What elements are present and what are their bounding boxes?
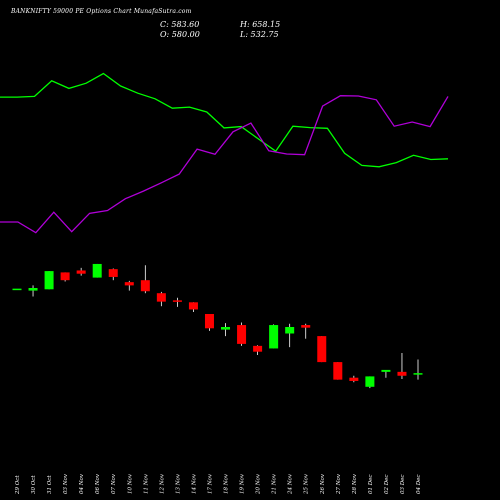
x-tick-label: 28 Nov — [352, 473, 358, 495]
low-value: L: 532.75 — [240, 30, 279, 39]
upper-indicator-line — [0, 72, 449, 168]
x-tick-label: 02 Dec — [384, 475, 390, 495]
candle-body — [76, 270, 86, 274]
candle-body — [172, 300, 182, 302]
candle-body — [92, 263, 102, 278]
candle-body — [221, 327, 231, 330]
candle-body — [204, 314, 214, 329]
open-value: O: 580.00 — [160, 30, 200, 39]
candle-body — [108, 269, 118, 277]
candle-body — [28, 288, 38, 291]
x-tick-label: 20 Nov — [256, 473, 262, 495]
chart-title: BANKNIFTY 59000 PE Options Chart MunafaS… — [11, 8, 192, 15]
x-tick-label: 31 Oct — [47, 475, 53, 494]
x-tick-label: 14 Nov — [191, 473, 197, 494]
x-tick-label: 03 Nov — [63, 473, 69, 494]
candle-body — [301, 325, 311, 328]
x-tick-label: 29 Oct — [15, 475, 21, 495]
x-tick-label: 04 Nov — [79, 473, 85, 494]
candle-body — [156, 293, 166, 302]
candle-body — [333, 362, 343, 380]
candle-body — [188, 302, 198, 310]
x-tick-label: 25 Nov — [304, 473, 310, 495]
x-tick-label: 24 Nov — [288, 473, 294, 495]
x-tick-label: 19 Nov — [240, 473, 246, 494]
x-tick-label: 21 Nov — [272, 473, 278, 495]
candle-body — [12, 288, 22, 291]
x-tick-label: 13 Nov — [175, 473, 181, 494]
x-tick-label: 17 Nov — [207, 473, 213, 494]
high-value: H: 658.15 — [240, 20, 281, 29]
x-tick-label: 04 Dec — [416, 475, 422, 495]
x-tick-label: 06 Nov — [95, 473, 101, 494]
x-tick-label: 10 Nov — [127, 473, 133, 494]
candle-body — [317, 336, 327, 363]
x-tick-label: 26 Nov — [320, 473, 326, 495]
candle-body — [237, 325, 247, 344]
close-value: C: 583.60 — [160, 20, 200, 29]
candle-body — [365, 376, 375, 387]
candle-body — [349, 377, 359, 381]
x-tick-label: 01 Dec — [368, 475, 374, 495]
x-tick-label: 07 Nov — [111, 473, 117, 494]
candle-body — [269, 325, 279, 349]
candle-body — [381, 369, 391, 372]
x-tick-label: 11 Nov — [143, 473, 149, 494]
candle-body — [140, 280, 150, 292]
candle-body — [124, 282, 134, 286]
candle-body — [285, 327, 295, 334]
lower-indicator-line — [0, 95, 449, 234]
x-tick-label: 30 Oct — [31, 475, 37, 494]
x-tick-label: 27 Nov — [336, 473, 342, 495]
x-tick-label: 03 Dec — [400, 475, 406, 495]
x-tick-label: 12 Nov — [159, 473, 165, 494]
candle-body — [397, 371, 407, 376]
candle-body — [413, 373, 423, 375]
candle-body — [60, 272, 70, 281]
candle-body — [44, 271, 54, 290]
candle-body — [253, 345, 263, 352]
x-tick-label: 18 Nov — [224, 473, 230, 494]
